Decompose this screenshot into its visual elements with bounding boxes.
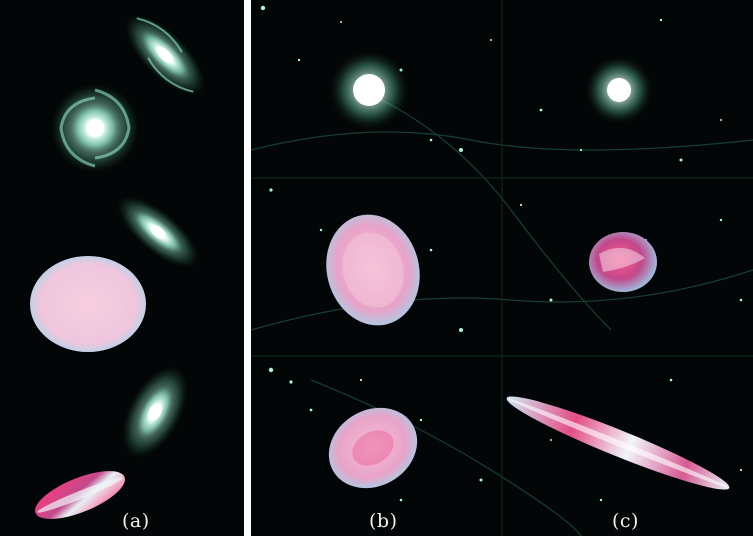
galaxy-a4 xyxy=(122,366,188,458)
panel-a-render xyxy=(30,15,205,519)
ellipsoid-a2 xyxy=(35,471,125,519)
halo-b1 xyxy=(329,50,409,130)
ellipsoid-a1 xyxy=(30,256,146,352)
panel-bc: (b) (c) xyxy=(251,0,753,536)
galaxy-a3 xyxy=(117,196,199,268)
ellipsoid-b2 xyxy=(328,407,418,489)
ellipsoid-c2 xyxy=(506,396,730,490)
caption-c: (c) xyxy=(612,510,639,532)
galaxy-a1 xyxy=(125,15,205,95)
filaments xyxy=(251,89,753,536)
caption-a: (a) xyxy=(122,510,150,532)
galaxy-a2 xyxy=(51,84,139,172)
panel-a: (a) xyxy=(0,0,244,536)
halo-c1 xyxy=(585,56,653,124)
caption-b: (b) xyxy=(369,510,398,532)
panel-bc-render xyxy=(251,0,753,536)
ellipsoid-c1 xyxy=(589,232,657,292)
ellipsoid-b1 xyxy=(326,214,420,326)
